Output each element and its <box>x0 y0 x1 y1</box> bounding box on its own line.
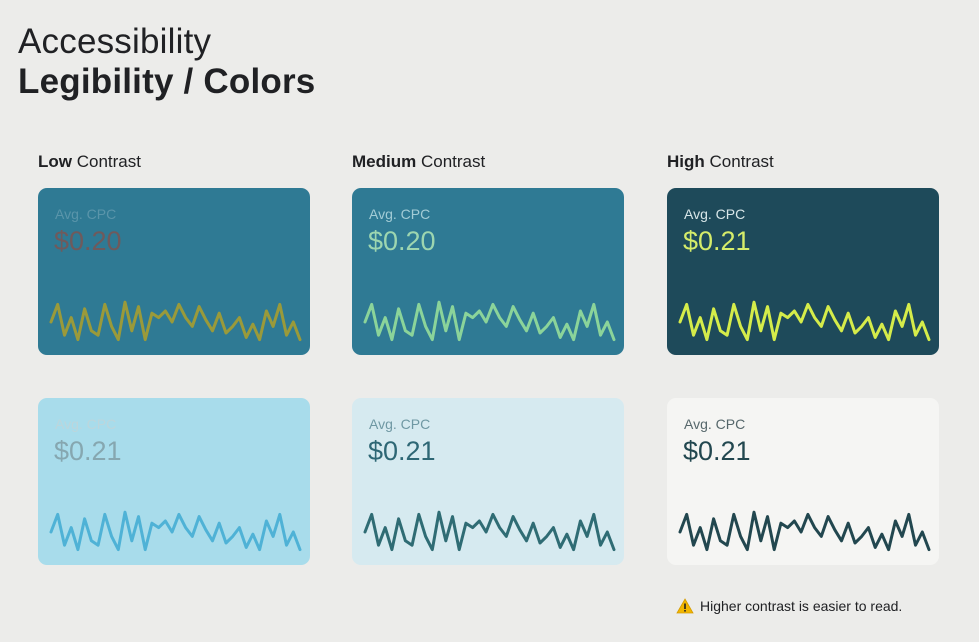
footnote-text: Higher contrast is easier to read. <box>700 598 903 614</box>
title-line-2: Legibility / Colors <box>18 62 316 101</box>
heading-medium-contrast: Medium Contrast <box>352 152 486 171</box>
title-line-1: Accessibility <box>18 22 212 61</box>
heading-high-contrast: High Contrast <box>667 152 774 171</box>
metric-value: $0.21 <box>683 226 751 256</box>
footnote: Higher contrast is easier to read. <box>676 598 902 614</box>
metric-label: Avg. CPC <box>55 206 117 222</box>
metric-label: Avg. CPC <box>55 416 117 432</box>
card-medium-contrast-light: Avg. CPC $0.21 <box>352 398 624 565</box>
metric-label: Avg. CPC <box>684 416 746 432</box>
sparkline-path <box>678 510 931 552</box>
card-low-contrast-dark: Avg. CPC $0.20 <box>38 188 310 355</box>
metric-label: Avg. CPC <box>684 206 746 222</box>
sparkline-path <box>363 510 616 552</box>
heading-low-contrast: Low Contrast <box>38 152 141 171</box>
sparkline <box>363 300 616 342</box>
sparkline-path <box>363 300 616 342</box>
metric-label: Avg. CPC <box>369 416 431 432</box>
sparkline <box>678 300 931 342</box>
metric-label: Avg. CPC <box>369 206 431 222</box>
metric-value: $0.21 <box>683 436 751 466</box>
card-medium-contrast-dark: Avg. CPC $0.20 <box>352 188 624 355</box>
sparkline-path <box>678 300 931 342</box>
sparkline <box>49 510 302 552</box>
sparkline <box>678 510 931 552</box>
metric-value: $0.20 <box>54 226 122 256</box>
warning-icon <box>676 598 694 614</box>
sparkline <box>49 300 302 342</box>
sparkline <box>363 510 616 552</box>
sparkline-path <box>49 300 302 342</box>
card-high-contrast-dark: Avg. CPC $0.21 <box>667 188 939 355</box>
metric-value: $0.21 <box>368 436 436 466</box>
metric-value: $0.21 <box>54 436 122 466</box>
sparkline-path <box>49 510 302 552</box>
metric-value: $0.20 <box>368 226 436 256</box>
card-low-contrast-light: Avg. CPC $0.21 <box>38 398 310 565</box>
card-high-contrast-light: Avg. CPC $0.21 <box>667 398 939 565</box>
